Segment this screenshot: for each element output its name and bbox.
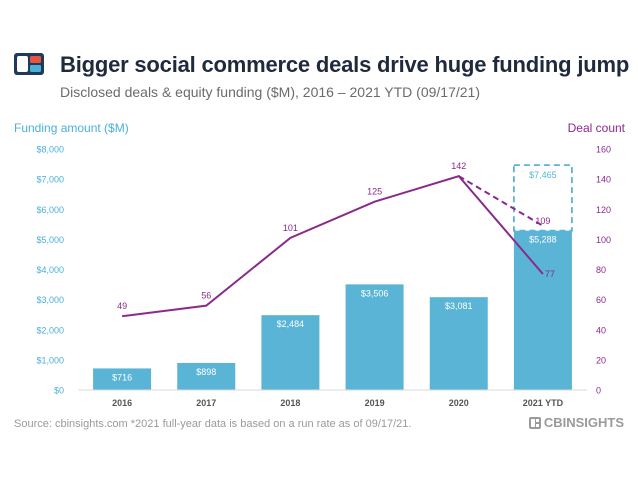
left-tick-label: $4,000 [36, 265, 64, 275]
category-label: 2021 YTD [523, 398, 564, 408]
brand-wordmark: CBINSIGHTS [528, 415, 624, 430]
deal-count-label: 77 [545, 269, 555, 279]
deal-count-line [121, 174, 544, 318]
right-tick-label: 160 [596, 145, 611, 155]
left-tick-label: $5,000 [36, 235, 64, 245]
funding-bar [177, 362, 236, 390]
funding-bar-label: $3,081 [445, 301, 473, 311]
funding-bar-label: $2,484 [277, 319, 305, 329]
right-tick-label: 60 [596, 295, 606, 305]
deal-count-label: 56 [201, 291, 211, 301]
right-axis-label: Deal count [567, 121, 625, 135]
funding-bar-label: $898 [196, 367, 216, 377]
deal-count-label: 142 [451, 161, 466, 171]
right-tick-label: 0 [596, 386, 601, 396]
cb-insights-logo [14, 53, 44, 75]
deal-count-label: 101 [283, 223, 298, 233]
left-tick-label: $8,000 [36, 145, 64, 155]
funding-bar [513, 230, 572, 390]
left-tick-label: $0 [54, 386, 64, 396]
right-tick-label: 120 [596, 205, 611, 215]
projection-deal-line [458, 175, 544, 227]
chart-subtitle: Disclosed deals & equity funding ($M), 2… [60, 84, 480, 100]
funding-bar-label: $716 [112, 372, 132, 382]
right-tick-label: 140 [596, 175, 611, 185]
right-tick-label: 80 [596, 265, 606, 275]
source-note: Source: cbinsights.com *2021 full-year d… [14, 418, 412, 430]
funding-bar [345, 284, 404, 390]
right-tick-label: 100 [596, 235, 611, 245]
projection-funding-label: $7,465 [529, 170, 557, 180]
deal-count-label: 49 [117, 301, 127, 311]
category-label: 2019 [365, 398, 385, 408]
category-label: 2017 [196, 398, 216, 408]
chart-title: Bigger social commerce deals drive huge … [60, 52, 630, 77]
projection-deal-label: 109 [535, 216, 550, 226]
right-tick-label: 20 [596, 355, 606, 365]
left-tick-label: $7,000 [36, 175, 64, 185]
funding-bar [429, 297, 488, 390]
funding-bar [261, 315, 320, 390]
funding-bar-label: $3,506 [361, 288, 389, 298]
deal-count-label: 125 [367, 187, 382, 197]
right-tick-label: 40 [596, 325, 606, 335]
left-tick-label: $6,000 [36, 205, 64, 215]
category-label: 2020 [449, 398, 469, 408]
category-label: 2018 [280, 398, 300, 408]
left-tick-label: $1,000 [36, 355, 64, 365]
left-axis-label: Funding amount ($M) [14, 121, 129, 135]
brand-mark-icon [528, 416, 541, 429]
left-tick-label: $2,000 [36, 325, 64, 335]
funding-bar [93, 368, 152, 390]
left-tick-label: $3,000 [36, 295, 64, 305]
funding-bar-label: $5,288 [529, 235, 557, 245]
brand-name: CBINSIGHTS [543, 415, 624, 430]
category-label: 2016 [112, 398, 132, 408]
